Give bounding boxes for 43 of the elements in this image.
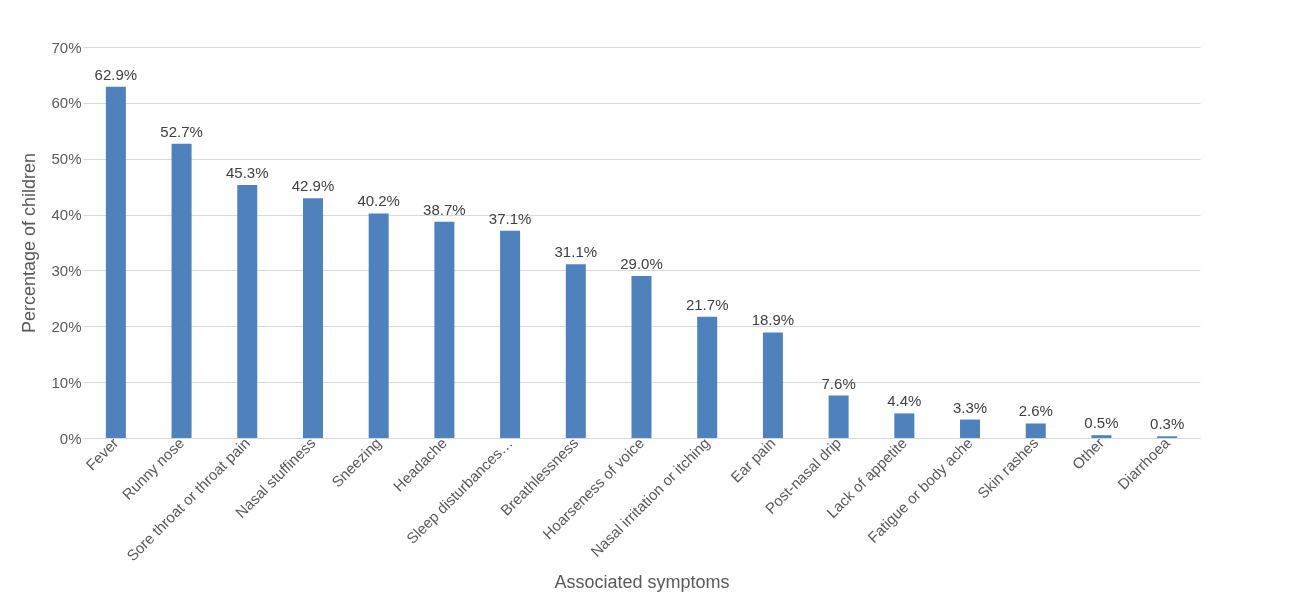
- bar: [697, 316, 718, 438]
- data-label: 38.7%: [423, 200, 466, 218]
- data-label: 42.9%: [291, 177, 335, 195]
- data-label: 4.4%: [887, 392, 922, 410]
- data-label: 2.6%: [1018, 402, 1053, 420]
- bar: [762, 332, 783, 438]
- y-axis-title: Percentage of children: [19, 152, 40, 334]
- bar: [565, 264, 586, 438]
- bar: [960, 419, 981, 438]
- data-label: 0.3%: [1150, 415, 1185, 433]
- y-tick-label: 10%: [51, 373, 82, 391]
- bar: [302, 198, 323, 438]
- data-label: 18.9%: [751, 311, 795, 329]
- bar: [500, 230, 521, 438]
- y-tick-label: 40%: [51, 206, 82, 224]
- y-tick-label: 50%: [51, 150, 82, 168]
- y-tick-label: 60%: [51, 94, 82, 112]
- data-label: 62.9%: [94, 65, 138, 83]
- data-label: 0.5%: [1084, 414, 1119, 432]
- data-label: 29.0%: [620, 255, 663, 273]
- y-tick-label: 0%: [59, 429, 82, 447]
- bar: [1091, 435, 1112, 438]
- data-label: 37.1%: [488, 209, 532, 227]
- bar: [105, 86, 126, 438]
- bar: [894, 413, 915, 438]
- bar: [171, 143, 192, 438]
- y-tick-label: 70%: [51, 38, 82, 56]
- data-label: 7.6%: [821, 374, 856, 392]
- data-label: 52.7%: [160, 122, 203, 140]
- data-label: 40.2%: [357, 192, 400, 210]
- data-label: 21.7%: [685, 295, 729, 313]
- bar: [434, 221, 455, 438]
- bar: [631, 276, 652, 438]
- bar: [1025, 423, 1046, 438]
- y-tick-label: 20%: [51, 317, 82, 335]
- bar: [237, 184, 258, 438]
- y-tick-label: 30%: [51, 261, 82, 279]
- data-label: 31.1%: [554, 243, 598, 261]
- data-label: 45.3%: [225, 163, 269, 181]
- data-label: 3.3%: [952, 398, 988, 416]
- bar: [828, 395, 849, 438]
- x-axis-title: Associated symptoms: [554, 572, 730, 593]
- bar: [368, 213, 389, 438]
